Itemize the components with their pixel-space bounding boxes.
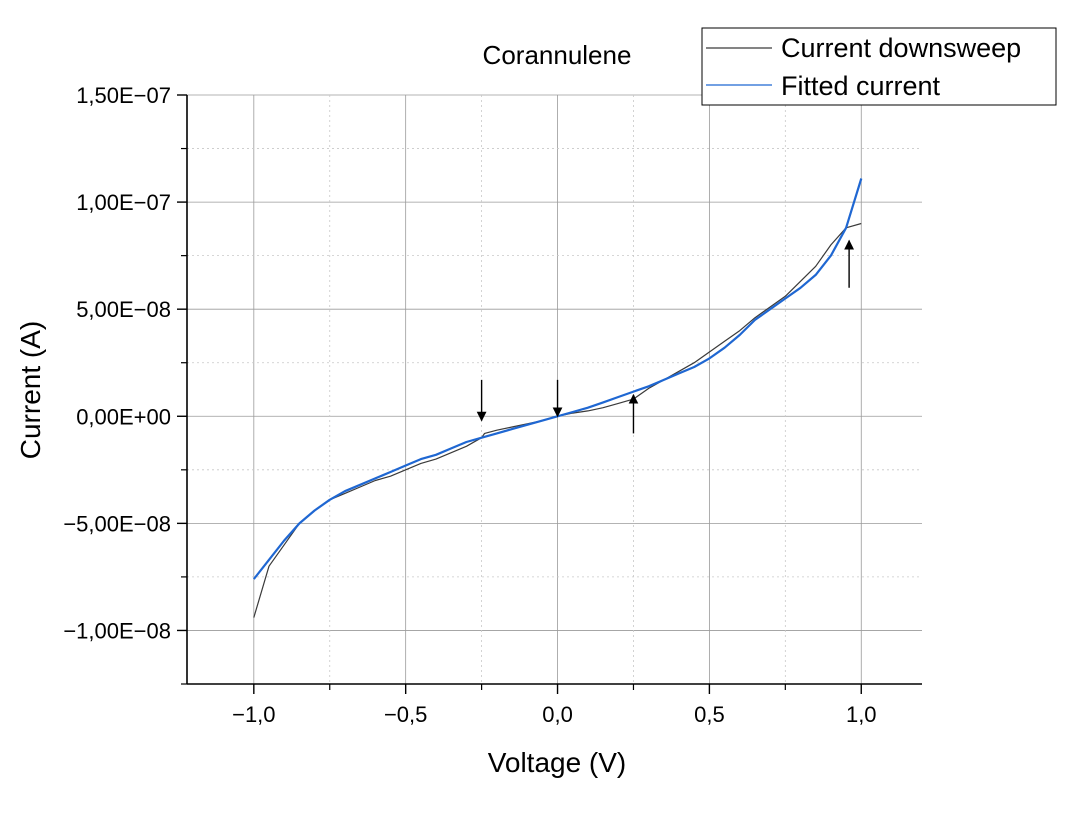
legend-label-measured: Current downsweep — [781, 33, 1021, 63]
y-tick-label: 0,00E+00 — [76, 404, 171, 429]
y-tick-label: −1,00E−08 — [63, 618, 171, 643]
y-tick-label: −5,00E−08 — [63, 511, 171, 536]
chart-title: Corannulene — [483, 40, 632, 70]
x-tick-label: −1,0 — [232, 702, 275, 727]
legend-box — [701, 27, 1057, 106]
x-tick-label: 0,5 — [694, 702, 725, 727]
grid — [187, 94, 922, 684]
legend: Current downsweep Fitted current — [701, 27, 1057, 106]
x-axis-title: Voltage (V) — [488, 747, 627, 778]
legend-label-fitted: Fitted current — [781, 71, 941, 101]
x-tick-label: 1,0 — [846, 702, 877, 727]
annotations — [476, 239, 855, 434]
x-tick-label: −0,5 — [384, 702, 427, 727]
y-axis-title: Current (A) — [15, 321, 46, 459]
axes: −1,0 −0,5 0,0 0,5 1,0 −1,00E−08 −5,00E−08 0,00E… — [63, 83, 922, 727]
x-tick-label: 0,0 — [542, 702, 573, 727]
y-tick-label: 5,00E−08 — [76, 297, 171, 322]
y-tick-label: 1,50E−07 — [76, 83, 171, 108]
y-tick-label: 1,00E−07 — [76, 190, 171, 215]
